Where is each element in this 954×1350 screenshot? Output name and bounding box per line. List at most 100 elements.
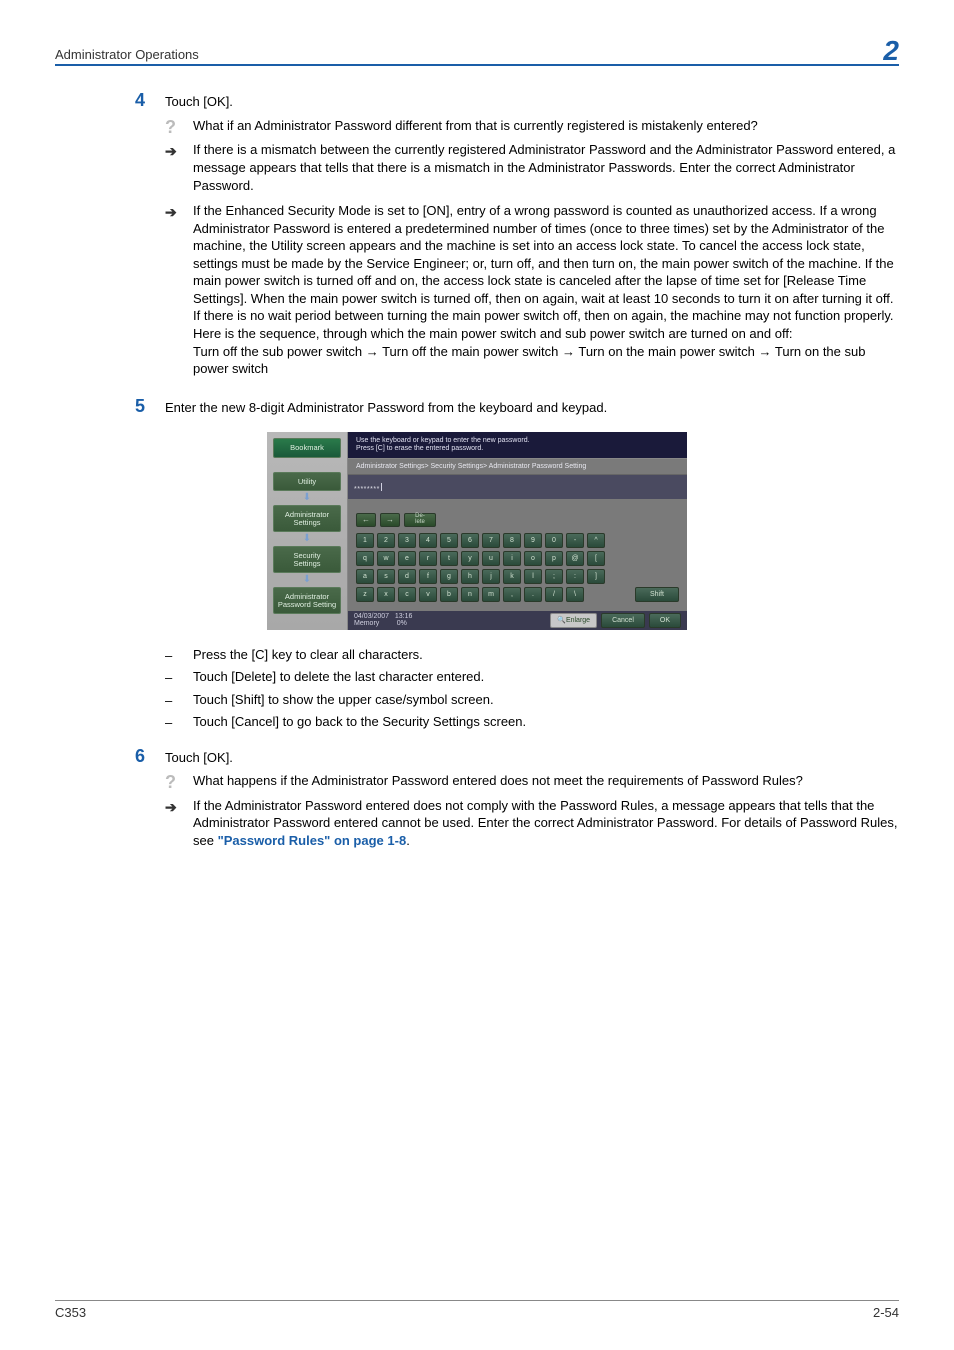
security-settings-button[interactable]: Security Settings [273, 546, 341, 573]
footer-left: C353 [55, 1305, 86, 1320]
key-\[interactable]: \ [566, 587, 584, 602]
key-g[interactable]: g [440, 569, 458, 584]
key-p[interactable]: p [545, 551, 563, 566]
key-e[interactable]: e [398, 551, 416, 566]
shift-key[interactable]: Shift [635, 587, 679, 602]
right-arrow-key[interactable]: → [380, 513, 400, 527]
step-5-bullets: – Press the [C] key to clear all charact… [55, 646, 899, 736]
key-[[interactable]: [ [587, 551, 605, 566]
admin-settings-button[interactable]: Administrator Settings [273, 505, 341, 532]
key-o[interactable]: o [524, 551, 542, 566]
dash-icon: – [165, 648, 172, 663]
key-z[interactable]: z [356, 587, 374, 602]
key-,[interactable]: , [503, 587, 521, 602]
enlarge-button[interactable]: 🔍 Enlarge [550, 613, 597, 628]
step-4-answer-2-p2: Here is the sequence, through which the … [193, 326, 793, 341]
keyboard-row-1: 1234567890-^ [356, 533, 679, 548]
dash-icon: – [165, 693, 172, 708]
ok-button[interactable]: OK [649, 613, 681, 628]
key-:[interactable]: : [566, 569, 584, 584]
period: . [406, 833, 410, 848]
key-r[interactable]: r [419, 551, 437, 566]
figure-sidebar: Bookmark Utility ⬇ Administrator Setting… [267, 432, 347, 629]
key-b[interactable]: b [440, 587, 458, 602]
key-d[interactable]: d [398, 569, 416, 584]
key-f[interactable]: f [419, 569, 437, 584]
bookmark-button[interactable]: Bookmark [273, 438, 341, 458]
key-^[interactable]: ^ [587, 533, 605, 548]
key-3[interactable]: 3 [398, 533, 416, 548]
figure-breadcrumb: Administrator Settings> Security Setting… [348, 459, 687, 475]
step-5-bullet-4: Touch [Cancel] to go back to the Securit… [193, 713, 899, 731]
key-2[interactable]: 2 [377, 533, 395, 548]
key-0[interactable]: 0 [545, 533, 563, 548]
utility-button[interactable]: Utility [273, 472, 341, 492]
step-5-bullet-1: Press the [C] key to clear all character… [193, 646, 899, 664]
keyboard-row-4: zxcvbnm,./\ Shift [356, 587, 679, 602]
key-x[interactable]: x [377, 587, 395, 602]
key-a[interactable]: a [356, 569, 374, 584]
header-chapter: 2 [883, 40, 899, 62]
key-k[interactable]: k [503, 569, 521, 584]
key-1[interactable]: 1 [356, 533, 374, 548]
key-y[interactable]: y [461, 551, 479, 566]
key-7[interactable]: 7 [482, 533, 500, 548]
arrow-icon: ➔ [165, 799, 177, 815]
key-8[interactable]: 8 [503, 533, 521, 548]
cursor-icon [381, 483, 382, 491]
key-v[interactable]: v [419, 587, 437, 602]
key-][interactable]: ] [587, 569, 605, 584]
figure-footer: 04/03/2007 13:16 Memory 0% 🔍 Enlarge Can… [348, 611, 687, 630]
key-6[interactable]: 6 [461, 533, 479, 548]
keyboard-row-2: qwertyuiop@[ [356, 551, 679, 566]
key-i[interactable]: i [503, 551, 521, 566]
figure-instructions: Use the keyboard or keypad to enter the … [348, 432, 687, 458]
key-j[interactable]: j [482, 569, 500, 584]
step-4-question: What if an Administrator Password differ… [193, 117, 899, 135]
step-6-answer: If the Administrator Password entered do… [193, 797, 899, 850]
key-h[interactable]: h [461, 569, 479, 584]
key-c[interactable]: c [398, 587, 416, 602]
key-;[interactable]: ; [545, 569, 563, 584]
keyboard-row-3: asdfghjkl;:] [356, 569, 679, 584]
key-5[interactable]: 5 [440, 533, 458, 548]
admin-password-setting-button[interactable]: Administrator Password Setting [273, 587, 341, 614]
key-w[interactable]: w [377, 551, 395, 566]
key-t[interactable]: t [440, 551, 458, 566]
key-m[interactable]: m [482, 587, 500, 602]
key-4[interactable]: 4 [419, 533, 437, 548]
dash-icon: – [165, 670, 172, 685]
key-/[interactable]: / [545, 587, 563, 602]
step-6-question: What happens if the Administrator Passwo… [193, 772, 899, 790]
question-icon: ? [165, 117, 176, 137]
step-number-4: 4 [55, 90, 165, 381]
onscreen-keyboard: ← → De- lete 1234567890-^ qwertyuiop@[ a… [348, 499, 687, 611]
key-n[interactable]: n [461, 587, 479, 602]
password-rules-link[interactable]: "Password Rules" on page 1-8 [218, 833, 407, 848]
header-title: Administrator Operations [55, 47, 199, 62]
down-arrow-icon: ⬇ [303, 534, 311, 544]
password-value: ******** [354, 486, 380, 493]
down-arrow-icon: ⬇ [303, 493, 311, 503]
key-9[interactable]: 9 [524, 533, 542, 548]
key-u[interactable]: u [482, 551, 500, 566]
delete-key[interactable]: De- lete [404, 513, 436, 527]
key-s[interactable]: s [377, 569, 395, 584]
key--[interactable]: - [566, 533, 584, 548]
step-5-bullet-2: Touch [Delete] to delete the last charac… [193, 668, 899, 686]
key-.[interactable]: . [524, 587, 542, 602]
left-arrow-key[interactable]: ← [356, 513, 376, 527]
key-l[interactable]: l [524, 569, 542, 584]
figure-datetime: 04/03/2007 13:16 Memory 0% [354, 613, 412, 627]
keypad-screenshot: Bookmark Utility ⬇ Administrator Setting… [267, 432, 687, 629]
step-4-answer-1: If there is a mismatch between the curre… [193, 141, 899, 194]
key-q[interactable]: q [356, 551, 374, 566]
cancel-button[interactable]: Cancel [601, 613, 645, 628]
step-number-5: 5 [55, 396, 165, 423]
password-input[interactable]: ******** [348, 475, 687, 499]
step-5-bullet-3: Touch [Shift] to show the upper case/sym… [193, 691, 899, 709]
step-5-text: Enter the new 8-digit Administrator Pass… [165, 396, 899, 417]
step-4: 4 Touch [OK]. ? What if an Administrator… [55, 90, 899, 381]
key-@[interactable]: @ [566, 551, 584, 566]
page-footer: C353 2-54 [55, 1300, 899, 1320]
